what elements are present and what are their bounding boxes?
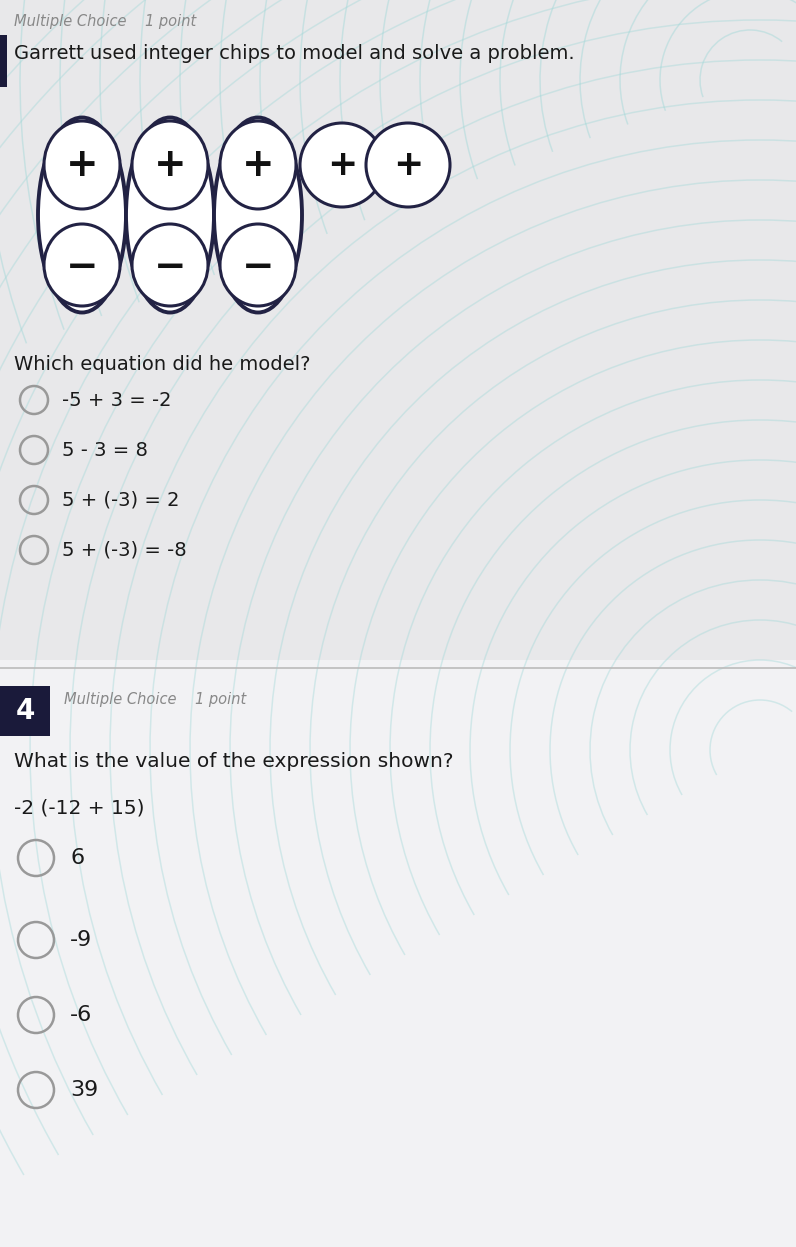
Text: 5 - 3 = 8: 5 - 3 = 8 xyxy=(62,440,148,459)
Circle shape xyxy=(300,123,384,207)
Text: Garrett used integer chips to model and solve a problem.: Garrett used integer chips to model and … xyxy=(14,44,575,64)
Ellipse shape xyxy=(220,121,296,209)
Text: +: + xyxy=(154,146,186,185)
Bar xyxy=(0,686,50,736)
Text: Which equation did he model?: Which equation did he model? xyxy=(14,355,310,374)
Ellipse shape xyxy=(44,224,120,306)
Ellipse shape xyxy=(38,117,126,313)
Text: 6: 6 xyxy=(70,848,84,868)
Text: −: − xyxy=(154,248,186,286)
Text: Multiple Choice    1 point: Multiple Choice 1 point xyxy=(64,692,246,707)
Ellipse shape xyxy=(220,224,296,306)
Ellipse shape xyxy=(132,121,208,209)
Ellipse shape xyxy=(126,117,214,313)
Bar xyxy=(0,660,796,1247)
Text: Multiple Choice    1 point: Multiple Choice 1 point xyxy=(14,14,197,29)
Bar xyxy=(0,0,796,660)
Text: +: + xyxy=(327,148,357,182)
Text: +: + xyxy=(392,148,423,182)
Ellipse shape xyxy=(132,224,208,306)
Text: -9: -9 xyxy=(70,930,92,950)
Text: -2 (-12 + 15): -2 (-12 + 15) xyxy=(14,798,145,817)
Text: -6: -6 xyxy=(70,1005,92,1025)
Text: 5 + (-3) = 2: 5 + (-3) = 2 xyxy=(62,490,180,510)
Text: +: + xyxy=(242,146,275,185)
Ellipse shape xyxy=(214,117,302,313)
Text: 39: 39 xyxy=(70,1080,98,1100)
Ellipse shape xyxy=(44,121,120,209)
Bar xyxy=(0,35,7,87)
Circle shape xyxy=(366,123,450,207)
Text: -5 + 3 = -2: -5 + 3 = -2 xyxy=(62,390,171,409)
Text: −: − xyxy=(66,248,99,286)
Text: 4: 4 xyxy=(15,697,35,725)
Text: What is the value of the expression shown?: What is the value of the expression show… xyxy=(14,752,454,771)
Text: 5 + (-3) = -8: 5 + (-3) = -8 xyxy=(62,540,186,560)
Text: +: + xyxy=(66,146,99,185)
Text: −: − xyxy=(242,248,275,286)
